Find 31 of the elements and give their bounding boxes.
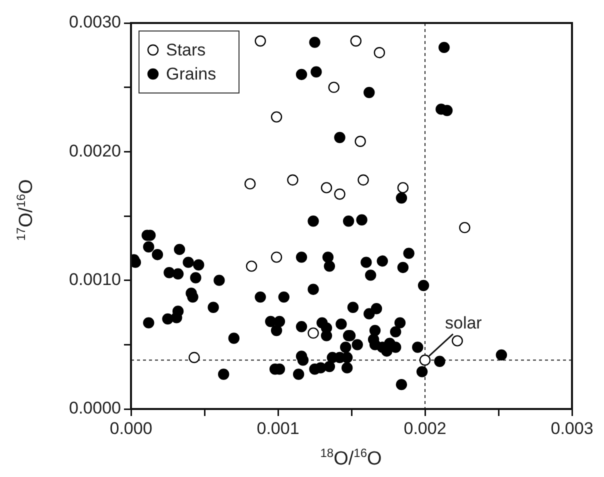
point	[308, 327, 319, 339]
point	[334, 188, 346, 200]
x-tick-label: 0.001	[256, 418, 300, 438]
point	[397, 182, 409, 194]
x-axis-title: $^{18}$O/$^{16}$O	[320, 446, 382, 470]
point	[358, 174, 369, 186]
x-tick-label: 0.002	[404, 418, 446, 438]
point	[188, 352, 200, 364]
point	[374, 46, 386, 58]
y-tick-label: 0.0010	[69, 270, 121, 290]
point	[419, 354, 431, 366]
point	[254, 35, 266, 47]
point	[244, 178, 256, 190]
point	[270, 252, 282, 263]
y-tick-label: 0.0030	[69, 12, 121, 32]
point	[287, 174, 298, 186]
y-tick-label: 0.0020	[69, 141, 121, 160]
point	[452, 335, 463, 346]
x-tick-label: 0.000	[110, 418, 152, 438]
annotation: solar	[445, 313, 482, 332]
point	[246, 260, 258, 272]
x-tick-label: 0.003	[550, 418, 594, 438]
legend-label: Stars	[166, 40, 206, 60]
point	[350, 35, 362, 47]
legend-label: Grains	[166, 64, 216, 84]
point	[354, 136, 366, 147]
y-tick-label: 0.0000	[69, 398, 121, 418]
point	[320, 182, 332, 194]
point	[270, 111, 282, 123]
point	[459, 222, 470, 234]
point	[328, 82, 340, 93]
